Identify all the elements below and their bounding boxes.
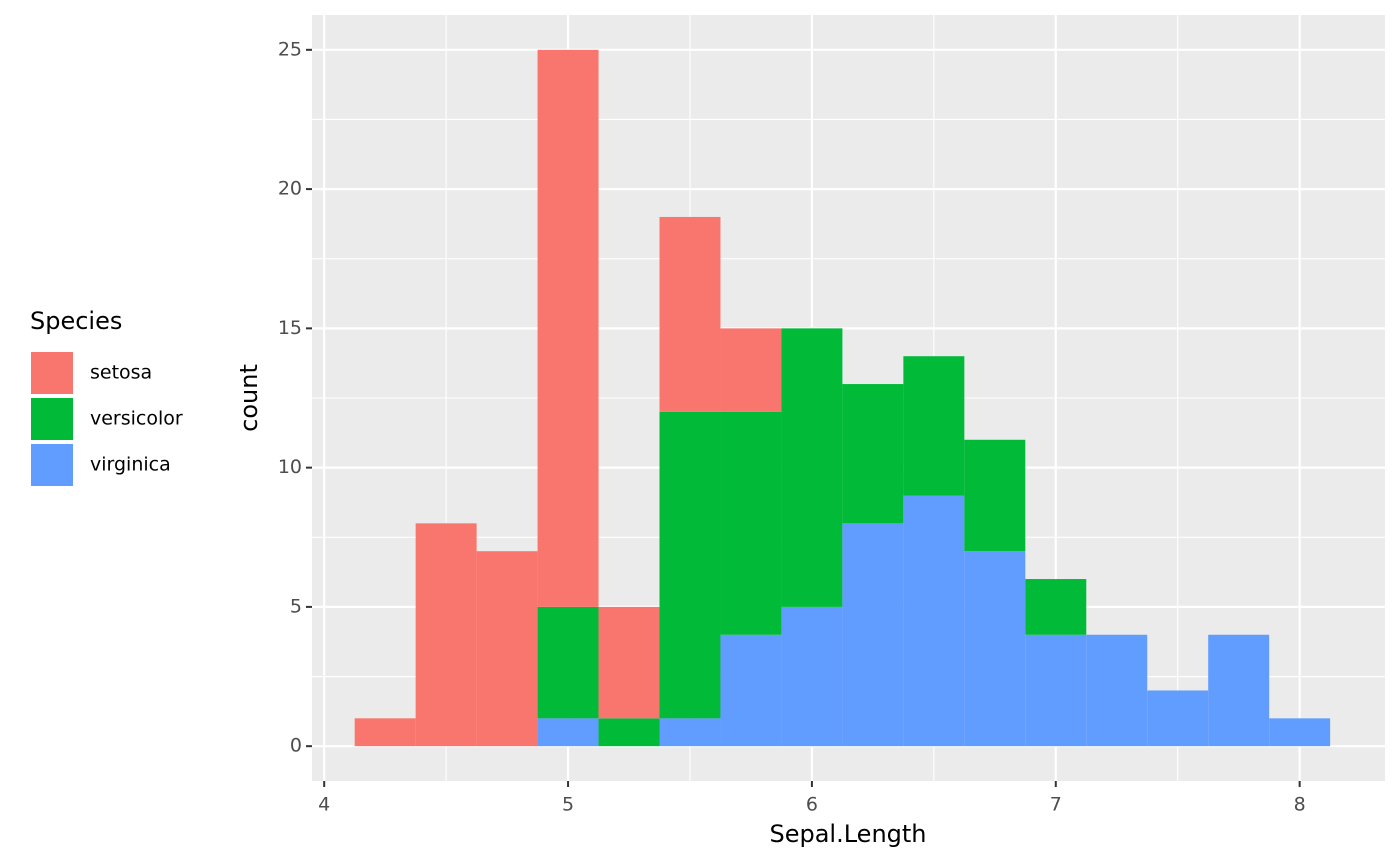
bar — [720, 634, 782, 747]
bar — [1025, 579, 1087, 635]
bar — [537, 49, 599, 607]
x-tick-label: 6 — [806, 794, 818, 816]
y-tick-label: 5 — [290, 595, 302, 617]
x-axis-title: Sepal.Length — [769, 820, 926, 848]
legend-label: virginica — [90, 454, 171, 476]
bar — [1086, 634, 1148, 747]
legend-key — [29, 350, 75, 396]
bar — [903, 495, 965, 747]
bar — [1269, 718, 1331, 747]
bar — [964, 439, 1026, 552]
x-tick-label: 8 — [1294, 794, 1306, 816]
x-tick-label: 4 — [318, 794, 330, 816]
marks — [354, 49, 1331, 747]
bar — [354, 718, 416, 747]
bar — [781, 328, 843, 607]
bar — [598, 718, 660, 747]
legend-label: setosa — [90, 362, 152, 384]
x-tick-label: 7 — [1050, 794, 1062, 816]
bar — [476, 551, 538, 747]
x-tick-label: 5 — [562, 794, 574, 816]
bar — [415, 523, 477, 747]
bar — [842, 384, 904, 524]
bar — [1025, 634, 1087, 747]
y-tick-label: 10 — [278, 456, 302, 478]
legend-key — [29, 396, 75, 442]
legend-key — [29, 442, 75, 488]
y-tick-label: 25 — [278, 38, 302, 60]
y-tick-label: 0 — [290, 735, 302, 757]
legend-title: Species — [30, 307, 122, 335]
y-tick-label: 20 — [278, 178, 302, 200]
y-tick-label: 15 — [278, 317, 302, 339]
bar — [781, 606, 843, 747]
bar — [842, 523, 904, 747]
legend: setosa versicolor virginica — [29, 350, 183, 488]
axes: 4 5 6 7 8 0 5 10 15 20 25 — [278, 38, 1306, 815]
bar — [659, 718, 721, 747]
bar — [903, 356, 965, 496]
bar — [659, 216, 721, 412]
y-axis-title: count — [235, 364, 263, 432]
bar — [720, 411, 782, 635]
bar — [720, 328, 782, 412]
bar — [1208, 634, 1270, 747]
bar — [598, 606, 660, 719]
bar — [537, 606, 599, 719]
bar — [659, 411, 721, 719]
bar — [537, 718, 599, 747]
bar — [1147, 690, 1209, 747]
legend-label: versicolor — [90, 408, 183, 430]
bar — [964, 551, 1026, 747]
